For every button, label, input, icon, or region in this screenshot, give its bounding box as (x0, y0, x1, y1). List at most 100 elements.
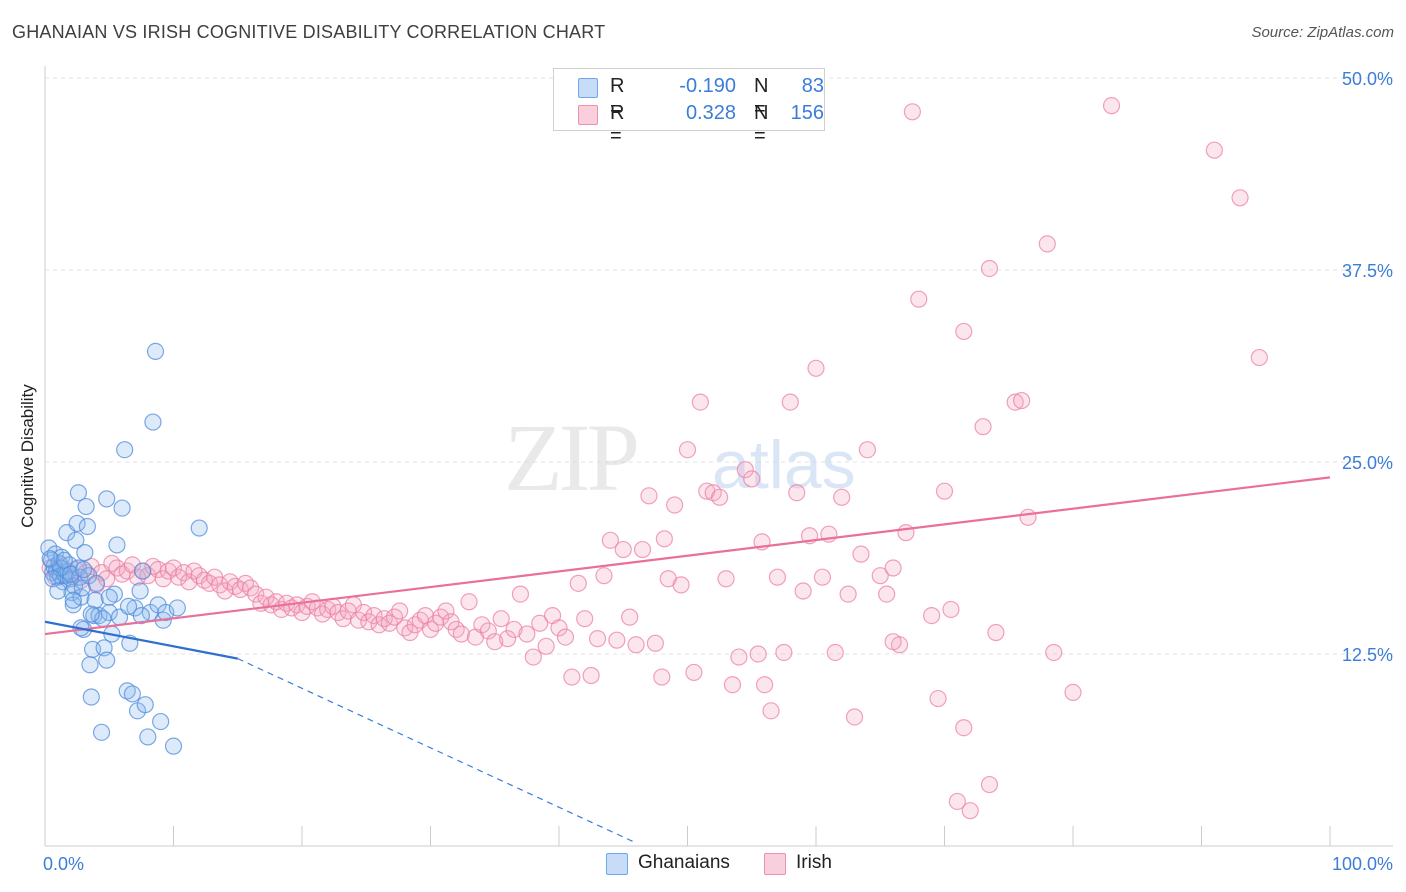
irish-point (730, 648, 748, 666)
ghanaian-point (87, 574, 106, 592)
ghanaian-point (82, 605, 100, 623)
irish-points (41, 97, 1268, 820)
irish-point (247, 585, 265, 603)
irish-point (569, 574, 587, 592)
irish-point (897, 524, 915, 542)
irish-point (653, 668, 671, 686)
ghanaian-point (98, 651, 116, 669)
irish-point (980, 775, 999, 794)
tick-labels: 12.5% 25.0% 37.5% 50.0% 0.0% 100.0% (43, 69, 1393, 874)
irish-point (691, 393, 709, 411)
legend-r-value-ghanaians: -0.190 (679, 75, 736, 97)
ghanaian-point (118, 682, 136, 700)
irish-point (550, 619, 568, 637)
irish-point (884, 633, 902, 651)
irish-point (1045, 643, 1063, 662)
irish-point (788, 484, 806, 502)
ghanaian-point (100, 588, 118, 606)
irish-point (942, 600, 960, 619)
bottom-legend-label-irish: Irish (796, 852, 832, 873)
ghanaian-point (164, 737, 183, 755)
ghanaian-point (105, 585, 123, 603)
irish-point (588, 630, 607, 648)
irish-point (807, 359, 825, 377)
irish-point (355, 603, 373, 622)
legend-n-label: N = (754, 75, 769, 120)
bottom-legend-label-ghanaians: Ghanaians (638, 852, 730, 873)
irish-point (781, 393, 799, 411)
irish-point (1019, 508, 1037, 526)
irish-point (884, 559, 902, 577)
ghanaian-point (131, 582, 149, 600)
legend-swatch-irish (578, 105, 598, 125)
legend-r-label: R = (610, 75, 625, 120)
irish-point (524, 648, 542, 666)
irish-point (858, 441, 877, 459)
irish-point (813, 568, 832, 586)
source-label: Source: ZipAtlas.com (1251, 24, 1394, 41)
irish-point (736, 461, 754, 479)
irish-point (319, 600, 337, 619)
ghanaian-point (92, 723, 111, 741)
irish-point (582, 666, 600, 685)
irish-point (711, 488, 729, 506)
irish-point (486, 633, 504, 651)
irish-point (614, 540, 632, 559)
watermark-atlas: atlas (712, 427, 856, 503)
irish-point (987, 623, 1005, 642)
irish-point (479, 622, 497, 640)
irish-point (518, 625, 536, 643)
watermark: ZIP atlas (504, 404, 856, 511)
irish-point (794, 582, 812, 600)
ghanaian-point (139, 728, 157, 746)
ghanaian-point (136, 696, 154, 714)
watermark-zip: ZIP (504, 404, 637, 511)
ghanaian-point (123, 685, 141, 703)
irish-point (935, 482, 954, 500)
irish-point (473, 616, 491, 634)
irish-point (833, 488, 851, 506)
ghanaian-points (40, 342, 208, 755)
axes (44, 66, 1393, 847)
irish-point (655, 530, 673, 548)
y-tick-label: 37.5% (1342, 261, 1393, 281)
irish-point (768, 568, 787, 586)
irish-point (826, 643, 844, 662)
y-tick-label: 50.0% (1342, 69, 1393, 89)
irish-point (961, 802, 979, 820)
irish-point (447, 620, 465, 639)
irish-point (1064, 683, 1082, 702)
legend-n-label: N = (754, 102, 769, 147)
irish-point (640, 487, 658, 505)
ghanaian-trendline-extension (237, 658, 637, 844)
ghanaian-point (152, 712, 170, 731)
irish-point (717, 570, 735, 588)
ghanaian-point (132, 606, 150, 625)
irish-point (391, 602, 409, 620)
ghanaian-point (77, 497, 95, 516)
ghanaian-point (82, 688, 100, 706)
chart-title: GHANAIAN VS IRISH COGNITIVE DISABILITY C… (12, 22, 606, 42)
legend-r-label: R = (610, 102, 625, 147)
irish-point (672, 576, 690, 594)
x-tick-label: 0.0% (43, 854, 84, 874)
irish-point (666, 496, 684, 514)
ghanaian-point (49, 582, 67, 600)
irish-point (871, 567, 889, 585)
ghanaian-point (168, 599, 186, 617)
ghanaian-point (134, 562, 152, 580)
ghanaian-point (100, 603, 118, 622)
ghanaian-point (74, 560, 93, 579)
irish-point (1012, 391, 1031, 410)
irish-point (576, 610, 594, 628)
irish-point (678, 441, 697, 459)
irish-point (563, 668, 581, 686)
irish-point (1250, 348, 1268, 367)
irish-point (601, 531, 620, 549)
legend-swatch-ghanaians (578, 78, 598, 98)
irish-point (452, 625, 470, 643)
irish-point (531, 614, 549, 632)
irish-point (1231, 189, 1249, 207)
ghanaian-trendline (44, 620, 238, 660)
